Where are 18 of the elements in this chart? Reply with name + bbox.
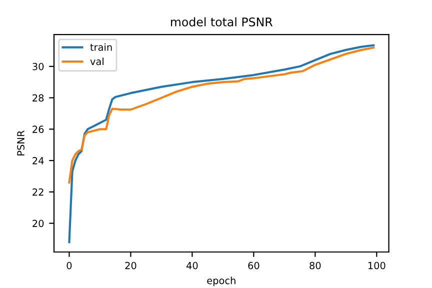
x-tick-label: 0 (66, 262, 72, 270)
chart-title: model total PSNR (171, 17, 273, 26)
x-axis-title: epoch (207, 276, 236, 286)
legend-label: train (90, 43, 112, 51)
y-tick-label: 30 (32, 62, 44, 70)
y-tick-label: 24 (32, 157, 44, 164)
legend-label: val (90, 58, 104, 66)
x-tick-label: 80 (310, 262, 321, 270)
x-tick-label: 60 (248, 262, 260, 270)
y-axis-title: PSNR (17, 130, 24, 156)
x-tick-label: 20 (125, 262, 136, 270)
x-tick-label: 40 (186, 262, 198, 270)
y-tick-label: 28 (32, 94, 44, 102)
line-series (68, 44, 375, 244)
x-tick-label: 100 (368, 262, 386, 270)
y-tick-label: 20 (32, 220, 44, 228)
y-tick-label: 22 (32, 188, 44, 196)
y-tick-label: 26 (32, 126, 44, 133)
